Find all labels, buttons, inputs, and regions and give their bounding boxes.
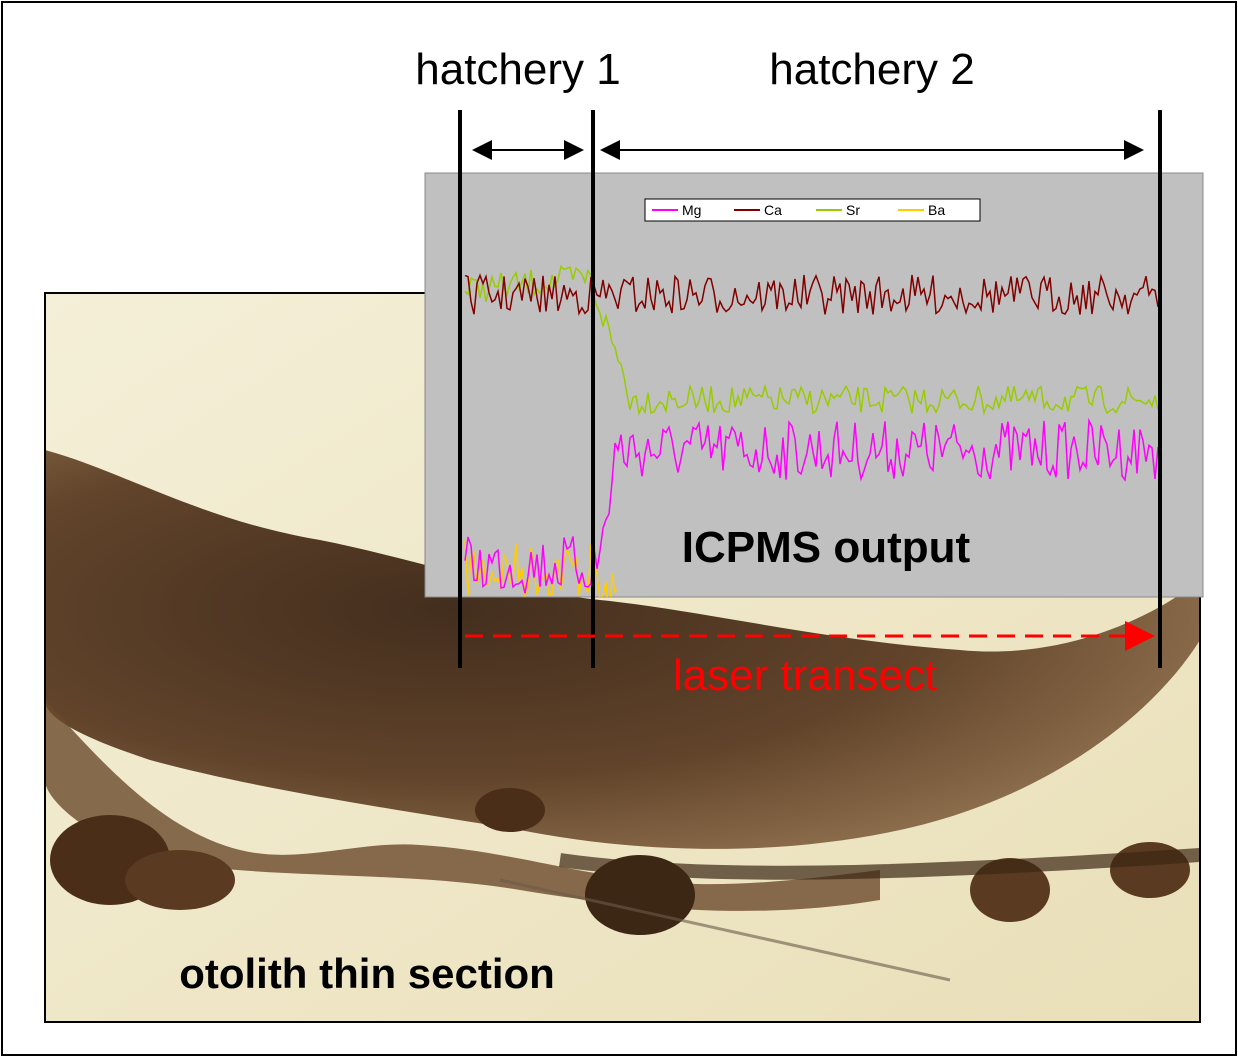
legend-label: Ca bbox=[764, 202, 782, 218]
legend-label: Ba bbox=[928, 202, 945, 218]
trace bbox=[464, 273, 1159, 316]
legend: Mg Ca Sr Ba bbox=[644, 198, 981, 222]
label: otolith thin section bbox=[179, 950, 555, 997]
trace bbox=[464, 264, 1159, 416]
legend-label: Sr bbox=[846, 202, 860, 218]
chart-panel bbox=[424, 172, 1204, 598]
legend-label: Mg bbox=[682, 202, 701, 218]
label: laser transect bbox=[673, 651, 937, 700]
legend-box bbox=[644, 198, 981, 222]
label: hatchery 1 bbox=[415, 45, 620, 94]
traces bbox=[464, 264, 1159, 597]
label: ICPMS output bbox=[682, 523, 971, 572]
trace bbox=[464, 417, 1159, 594]
label: hatchery 2 bbox=[769, 45, 974, 94]
